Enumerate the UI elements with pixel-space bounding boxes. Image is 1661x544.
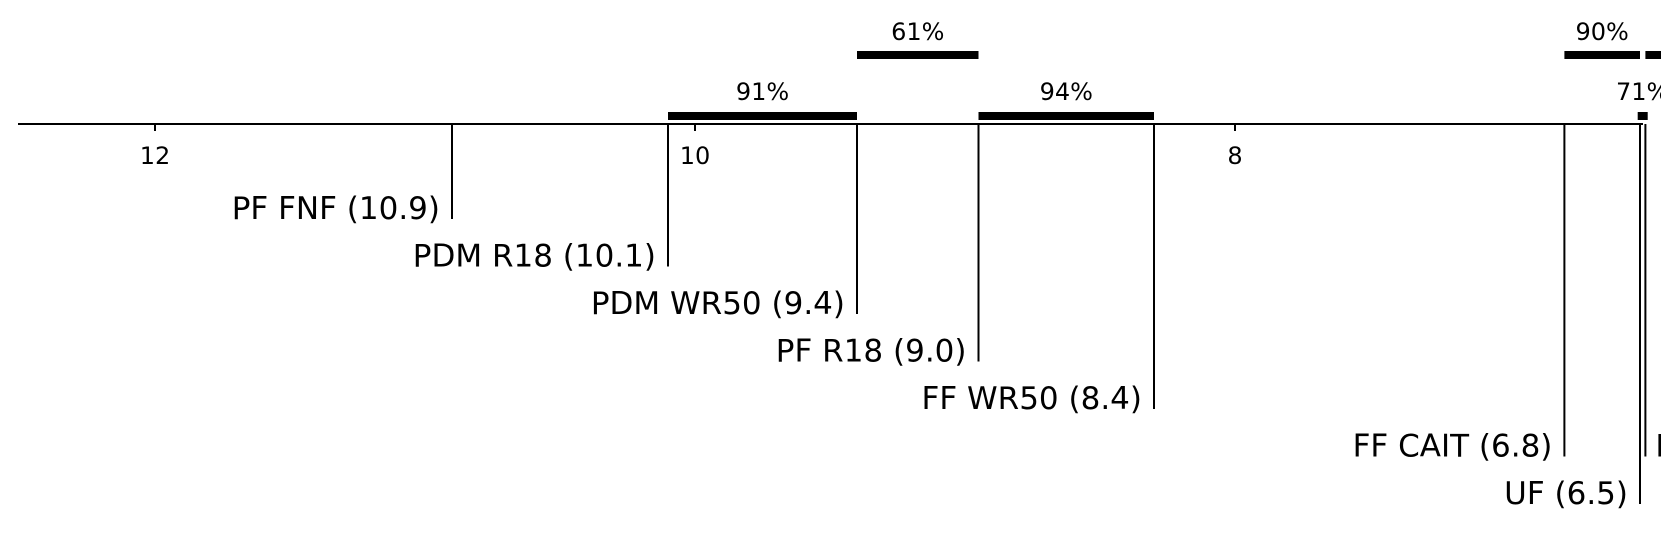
method-label: PF R18 (9.0) xyxy=(776,334,967,370)
method-label: FF WR50 (8.4) xyxy=(922,381,1143,417)
method-label: PDM R18 (10.1) xyxy=(413,239,656,275)
group-bar xyxy=(1645,51,1661,59)
group-bars: 91%94%71%71%86%61%90%84%71% xyxy=(668,18,1661,120)
group-bar xyxy=(1637,112,1648,120)
method-label: PDM WR50 (9.4) xyxy=(591,286,845,322)
group-bar xyxy=(668,112,857,120)
method-label: PF FNF (10.9) xyxy=(232,191,440,227)
group-label: 61% xyxy=(891,18,944,46)
method-label: FF CAIT (6.8) xyxy=(1353,429,1553,465)
group-label: 94% xyxy=(1040,78,1093,106)
axis-ticks: 12108642 xyxy=(140,124,1243,170)
group-bar xyxy=(978,112,1154,120)
method-label: UF (6.5) xyxy=(1504,476,1628,512)
group-label: 90% xyxy=(1576,18,1629,46)
group-label: 91% xyxy=(736,78,789,106)
tick-label: 8 xyxy=(1227,142,1242,170)
group-label: 71% xyxy=(1616,78,1661,106)
method-markers: PF FNF (10.9) PDM R18 (10.1) PDM WR50 (9.4… xyxy=(232,124,1661,512)
group-bar xyxy=(1564,51,1640,59)
method-label: RD++ WR50 (6.5) xyxy=(1655,429,1661,465)
group-bar xyxy=(857,51,979,59)
tick-label: 10 xyxy=(680,142,711,170)
tick-label: 12 xyxy=(140,142,171,170)
